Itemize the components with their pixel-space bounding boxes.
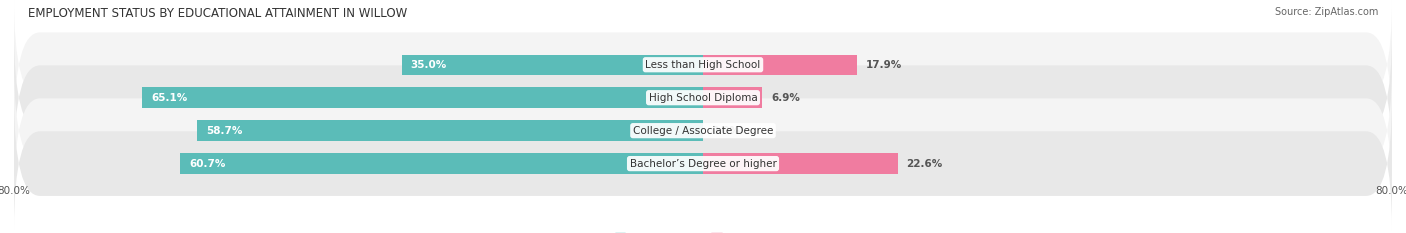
Bar: [703, 153, 897, 174]
Text: 22.6%: 22.6%: [907, 159, 942, 169]
Bar: [197, 120, 703, 141]
Bar: [703, 55, 858, 75]
FancyBboxPatch shape: [14, 64, 1392, 197]
FancyBboxPatch shape: [14, 97, 1392, 230]
Text: 6.9%: 6.9%: [770, 93, 800, 103]
Text: College / Associate Degree: College / Associate Degree: [633, 126, 773, 136]
Text: Less than High School: Less than High School: [645, 60, 761, 70]
FancyBboxPatch shape: [14, 0, 1392, 131]
Bar: [402, 55, 703, 75]
Text: 60.7%: 60.7%: [188, 159, 225, 169]
Text: Source: ZipAtlas.com: Source: ZipAtlas.com: [1274, 7, 1378, 17]
FancyBboxPatch shape: [14, 31, 1392, 164]
Bar: [180, 153, 703, 174]
Text: Bachelor’s Degree or higher: Bachelor’s Degree or higher: [630, 159, 776, 169]
Text: 17.9%: 17.9%: [866, 60, 903, 70]
Text: 0.0%: 0.0%: [711, 126, 741, 136]
Bar: [142, 87, 703, 108]
Text: 65.1%: 65.1%: [150, 93, 187, 103]
Bar: [703, 87, 762, 108]
Legend: In Labor Force, Unemployed: In Labor Force, Unemployed: [610, 229, 796, 233]
Text: EMPLOYMENT STATUS BY EDUCATIONAL ATTAINMENT IN WILLOW: EMPLOYMENT STATUS BY EDUCATIONAL ATTAINM…: [28, 7, 408, 20]
Text: 58.7%: 58.7%: [207, 126, 242, 136]
Text: High School Diploma: High School Diploma: [648, 93, 758, 103]
Text: 35.0%: 35.0%: [411, 60, 447, 70]
